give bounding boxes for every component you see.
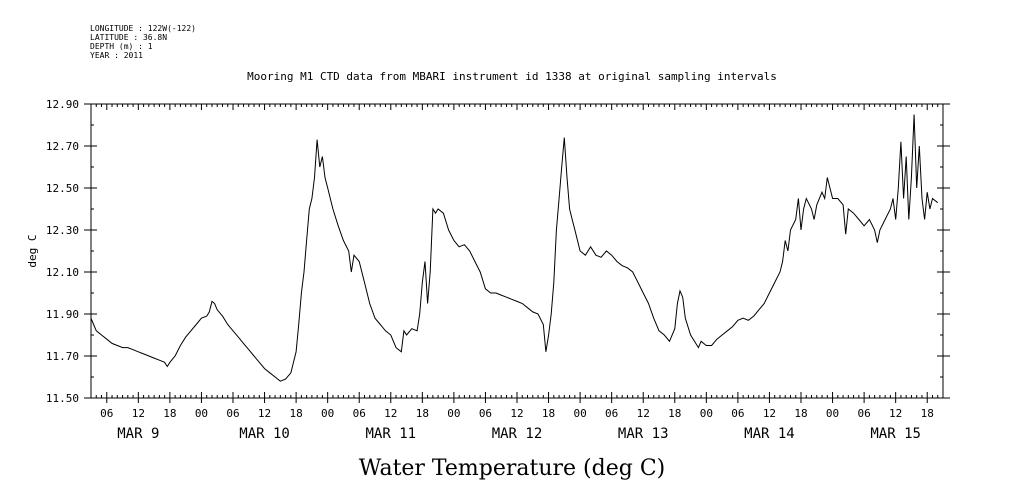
x-day-label: MAR 13 [618,426,669,442]
y-axis-label: deg C [26,234,39,267]
y-tick-label: 11.90 [46,308,79,321]
x-day-label: MAR 11 [365,426,416,442]
x-tick-label: 12 [763,407,776,420]
x-tick-label: 18 [542,407,555,420]
x-tick-label: 12 [132,407,145,420]
x-tick-label: 06 [857,407,870,420]
x-day-label: MAR 12 [492,426,543,442]
x-tick-label: 12 [510,407,523,420]
x-tick-label: 00 [573,407,586,420]
year-text: YEAR : 2011 [90,51,143,60]
x-tick-label: 18 [289,407,302,420]
x-tick-label: 18 [416,407,429,420]
latitude-text: LATITUDE : 36.8N [90,33,168,42]
x-tick-label: 12 [637,407,650,420]
x-tick-label: 18 [163,407,176,420]
y-tick-label: 12.30 [46,224,79,237]
depth-text: DEPTH (m) : 1 [90,42,153,51]
x-tick-label: 18 [668,407,681,420]
x-axis: 06 12 18 00 06 12 18 00 06 12 18 00 06 12 18 00 06 12 18 00… [90,104,944,442]
y-tick-label: 11.70 [46,350,79,363]
x-tick-label: 00 [447,407,460,420]
y-tick-label: 12.90 [46,98,79,111]
x-tick-label: 00 [700,407,713,420]
x-tick-label: 06 [226,407,239,420]
x-tick-label: 18 [794,407,807,420]
x-tick-label: 18 [921,407,934,420]
x-tick-label: 12 [889,407,902,420]
x-tick-label: 06 [479,407,492,420]
y-axis: 11.50 11.70 11.90 12.10 12.30 12.50 12.70 12.90 [46,98,950,405]
x-tick-label: 12 [384,407,397,420]
y-tick-label: 12.10 [46,266,79,279]
x-day-label: MAR 9 [117,426,159,442]
y-tick-label: 11.50 [46,392,79,405]
x-tick-label: 06 [353,407,366,420]
x-day-label: MAR 14 [744,426,795,442]
y-tick-label: 12.70 [46,140,79,153]
x-day-label: MAR 15 [870,426,921,442]
x-tick-label: 06 [605,407,618,420]
x-tick-label: 06 [100,407,113,420]
x-tick-label: 00 [826,407,839,420]
x-tick-label: 00 [195,407,208,420]
temperature-line [90,114,939,382]
plot-frame [90,103,944,399]
x-day-label: MAR 10 [239,426,290,442]
chart-title: Mooring M1 CTD data from MBARI instrumen… [247,70,777,83]
x-tick-label: 00 [321,407,334,420]
x-axis-title: Water Temperature (deg C) [359,456,666,481]
longitude-text: LONGITUDE : 122W(-122) [90,24,196,33]
y-tick-label: 12.50 [46,182,79,195]
x-tick-label: 12 [258,407,271,420]
x-tick-label: 06 [731,407,744,420]
